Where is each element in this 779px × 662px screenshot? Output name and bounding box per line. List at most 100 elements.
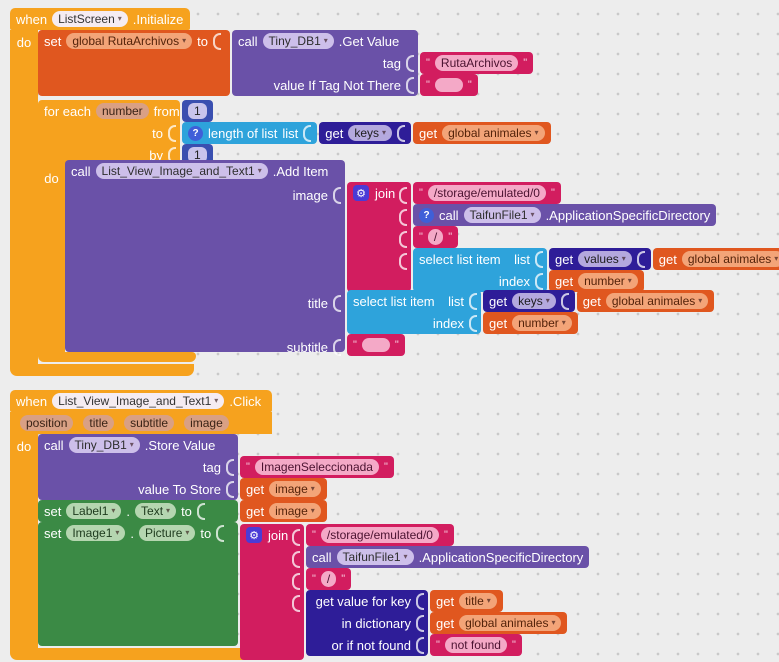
number-value[interactable]: 1 xyxy=(188,147,207,163)
get-keys-block[interactable]: get keys ▾ xyxy=(483,290,575,312)
string-value[interactable]: /storage/emulated/0 xyxy=(427,185,546,201)
when-listscreen-initialize-block[interactable]: when ListScreen ▾ .Initialize do set glo… xyxy=(10,8,779,376)
join-block[interactable]: ⚙ join " /storage/emulated/0 " call Taif… xyxy=(240,524,590,660)
text-string-block[interactable]: " ImagenSeleccionada " xyxy=(240,456,394,478)
get-number-block[interactable]: get number ▾ xyxy=(549,270,644,292)
component-dropdown[interactable]: TaifunFile1 ▾ xyxy=(336,549,414,565)
param-position[interactable]: position xyxy=(20,415,74,431)
component-dropdown[interactable]: Image1 ▾ xyxy=(66,525,126,541)
string-value[interactable] xyxy=(434,78,463,92)
component-dropdown[interactable]: Label1 ▾ xyxy=(66,503,122,519)
do-spine: do xyxy=(10,30,38,364)
get-keys-block[interactable]: get keys ▾ xyxy=(319,122,412,144)
method-name: .Add Item xyxy=(272,163,329,179)
get-label: get xyxy=(658,251,677,267)
variable-dropdown[interactable]: global animales ▾ xyxy=(681,251,779,267)
variable-dropdown[interactable]: global RutaArchivos ▾ xyxy=(66,33,193,49)
dropdown-icon: ▾ xyxy=(774,254,779,263)
question-icon[interactable]: ? xyxy=(188,125,203,141)
text-string-block[interactable]: " /storage/emulated/0 " xyxy=(413,182,561,204)
empty-string-block[interactable]: " " xyxy=(347,334,405,356)
param-image[interactable]: image xyxy=(184,415,229,431)
get-image-block[interactable]: get image ▾ xyxy=(240,478,327,500)
keys-dropdown[interactable]: keys ▾ xyxy=(348,125,393,141)
get-global-animales-block[interactable]: get global animales ▾ xyxy=(576,290,715,312)
component-dropdown[interactable]: Tiny_DB1 ▾ xyxy=(68,437,140,453)
values-dropdown[interactable]: values ▾ xyxy=(578,251,632,267)
set-label1-text-block[interactable]: set Label1 ▾ . Text ▾ to get image ▾ xyxy=(38,500,327,522)
property-dropdown[interactable]: Picture ▾ xyxy=(139,525,196,541)
get-image-block[interactable]: get image ▾ xyxy=(240,500,327,522)
variable-dropdown[interactable]: image ▾ xyxy=(269,503,321,519)
text-string-block[interactable]: " not found " xyxy=(430,634,522,656)
call-label: call xyxy=(71,163,91,179)
keys-dropdown[interactable]: keys ▾ xyxy=(512,293,556,309)
string-value[interactable]: / xyxy=(427,229,444,245)
component-dropdown[interactable]: Tiny_DB1 ▾ xyxy=(262,33,334,49)
string-value[interactable]: / xyxy=(320,571,337,587)
property-dropdown[interactable]: Text ▾ xyxy=(135,503,177,519)
dropdown-icon: ▾ xyxy=(486,596,491,605)
text-string-block[interactable]: " RutaArchivos " xyxy=(420,52,534,74)
close-quote: " xyxy=(383,461,388,473)
component-dropdown[interactable]: List_View_Image_and_Text1 ▾ xyxy=(52,393,225,409)
get-value-for-key-block[interactable]: get value for key in dictionary or if no… xyxy=(306,590,568,656)
set-image1-picture-block[interactable]: set Image1 ▾ . Picture ▾ to ⚙ join xyxy=(38,522,590,660)
gear-icon[interactable]: ⚙ xyxy=(353,185,369,201)
number-value[interactable]: 1 xyxy=(188,103,207,119)
event-header[interactable]: when List_View_Image_and_Text1 ▾ .Click xyxy=(10,390,272,412)
string-value[interactable]: ImagenSeleccionada xyxy=(254,459,379,475)
when-listview-click-block[interactable]: when List_View_Image_and_Text1 ▾ .Click … xyxy=(10,390,770,662)
component-dropdown[interactable]: List_View_Image_and_Text1 ▾ xyxy=(95,163,268,179)
text-string-block[interactable]: " / " xyxy=(306,568,352,590)
set-global-rutaarchivos-block[interactable]: set global RutaArchivos ▾ to call Tiny_D… xyxy=(38,30,534,96)
number-block[interactable]: 1 xyxy=(182,100,213,122)
call-taifunfile-appdir-block[interactable]: ? call TaifunFile1 ▾ .ApplicationSpecifi… xyxy=(413,204,717,226)
socket xyxy=(292,594,300,612)
string-value[interactable]: /storage/emulated/0 xyxy=(320,527,439,543)
get-number-block[interactable]: get number ▾ xyxy=(483,312,578,334)
call-addltem-block[interactable]: call List_View_Image_and_Text1 ▾ .Add It… xyxy=(65,160,779,356)
call-tinydb-storevalue-block[interactable]: call Tiny_DB1 ▾ .Store Value tag value T… xyxy=(38,434,394,500)
to-expression: ? length of list list get keys ▾ get xyxy=(182,122,551,144)
event-name: .Click xyxy=(229,393,262,409)
select-list-item-block[interactable]: select list item list index get keys ▾ xyxy=(347,290,715,334)
variable-dropdown[interactable]: global animales ▾ xyxy=(605,293,709,309)
variable-dropdown[interactable]: image ▾ xyxy=(269,481,321,497)
variable-dropdown[interactable]: global animales ▾ xyxy=(459,615,562,631)
get-global-animales-block[interactable]: get global animales ▾ xyxy=(430,612,568,634)
for-each-block[interactable]: for each number from to by 1 ? length of… xyxy=(38,100,551,166)
variable-dropdown[interactable]: global animales ▾ xyxy=(442,125,545,141)
gear-icon[interactable]: ⚙ xyxy=(246,527,262,543)
string-value[interactable] xyxy=(361,338,390,352)
length-of-list-block[interactable]: ? length of list list xyxy=(182,122,318,144)
string-value[interactable]: RutaArchivos xyxy=(434,55,519,71)
component-name: List_View_Image_and_Text1 xyxy=(101,164,255,178)
component-dropdown[interactable]: TaifunFile1 ▾ xyxy=(463,207,541,223)
get-values-block[interactable]: get values ▾ xyxy=(549,248,651,270)
text-string-block[interactable]: " /storage/emulated/0 " xyxy=(306,524,454,546)
param-title[interactable]: title xyxy=(83,415,115,431)
variable-dropdown[interactable]: title ▾ xyxy=(459,593,497,609)
close-quote: " xyxy=(443,529,448,541)
question-icon[interactable]: ? xyxy=(419,207,434,223)
join-block[interactable]: ⚙ join " /storage/emulated/0 " ? call Ta… xyxy=(347,182,779,292)
component-name: List_View_Image_and_Text1 xyxy=(58,394,212,408)
get-global-animales-block[interactable]: get global animales ▾ xyxy=(413,122,551,144)
get-global-animales-block[interactable]: get global animales ▾ xyxy=(652,248,779,270)
variable-dropdown[interactable]: number ▾ xyxy=(578,273,638,289)
loop-variable[interactable]: number xyxy=(95,103,149,119)
for-each-label: for each xyxy=(44,103,91,119)
event-header[interactable]: when ListScreen ▾ .Initialize xyxy=(10,8,190,30)
empty-string-block[interactable]: " " xyxy=(420,74,478,96)
component-dropdown[interactable]: ListScreen ▾ xyxy=(52,11,128,27)
get-title-block[interactable]: get title ▾ xyxy=(430,590,503,612)
text-string-block[interactable]: " / " xyxy=(413,226,459,248)
call-taifunfile-appdir-block[interactable]: call TaifunFile1 ▾ .ApplicationSpecificD… xyxy=(306,546,590,568)
select-list-item-block[interactable]: select list item list index get val xyxy=(413,248,779,292)
call-tinydb-getvalue-block[interactable]: call Tiny_DB1 ▾ .Get Value tag value If … xyxy=(232,30,534,96)
string-value[interactable]: not found xyxy=(444,637,507,653)
variable-dropdown[interactable]: number ▾ xyxy=(512,315,572,331)
param-subtitle[interactable]: subtitle xyxy=(124,415,175,431)
